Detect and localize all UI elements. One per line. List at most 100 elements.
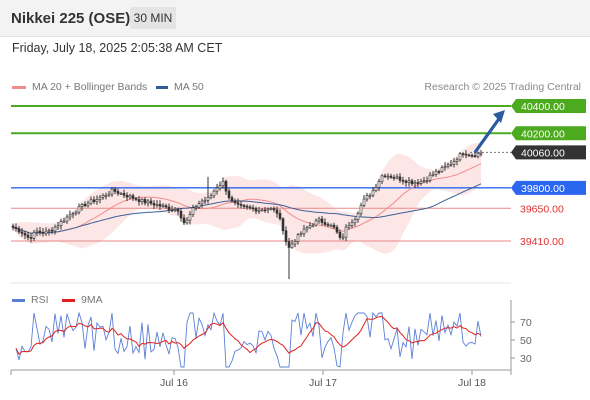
candle: [413, 179, 417, 188]
candle: [95, 195, 99, 205]
candle: [353, 217, 357, 227]
candle: [347, 221, 351, 230]
candle: [386, 173, 390, 181]
candle: [218, 181, 222, 191]
candle: [179, 208, 183, 222]
level-39650-00-label: 39650.00: [520, 203, 564, 215]
candle: [470, 153, 474, 158]
x-tick-jul-16: Jul 16: [160, 377, 188, 389]
candle: [404, 179, 408, 187]
candle: [467, 153, 471, 157]
candle: [74, 210, 78, 216]
candle: [251, 204, 255, 212]
legend-ma20: MA 20 + Bollinger Bands: [12, 81, 147, 93]
candle: [230, 195, 234, 203]
candle: [437, 169, 441, 175]
candle: [320, 215, 324, 226]
rsi-label: RSI: [31, 294, 49, 306]
ma50-label: MA 50: [174, 81, 204, 93]
candle: [167, 203, 171, 214]
candle: [326, 222, 330, 227]
candle: [173, 207, 177, 213]
candle: [479, 150, 483, 157]
level-40060-00-label: 40060.00: [521, 147, 565, 159]
candle: [359, 202, 363, 217]
candle: [284, 226, 288, 246]
candle: [314, 218, 318, 227]
interval-button[interactable]: 30 MIN: [130, 7, 176, 29]
candle: [71, 211, 75, 219]
candle: [257, 207, 261, 215]
candle: [197, 200, 201, 210]
candle: [317, 216, 321, 224]
candle: [350, 219, 354, 229]
candle: [239, 201, 243, 209]
credit-text: Research © 2025 Trading Central: [424, 81, 581, 93]
candle: [89, 196, 93, 206]
candle: [194, 204, 198, 211]
candle: [77, 203, 81, 215]
candle: [290, 239, 294, 249]
candle: [107, 191, 111, 197]
candle: [227, 188, 231, 200]
candle: [440, 165, 444, 173]
candle: [20, 227, 24, 237]
candle: [302, 224, 306, 237]
level-40200-00-tag: [511, 126, 586, 141]
candle: [449, 160, 453, 167]
chart-header: Nikkei 225 (OSE) 30 MIN: [0, 0, 590, 37]
ma20-label: MA 20 + Bollinger Bands: [32, 81, 148, 93]
x-tick-jul-18: Jul 18: [458, 377, 486, 389]
candle: [80, 202, 84, 211]
rsi-tick-50: 50: [520, 335, 532, 347]
candle: [26, 231, 30, 241]
candle: [287, 237, 291, 280]
candle: [263, 206, 267, 213]
ma20-line: [12, 163, 482, 234]
candle: [365, 192, 369, 202]
level-40060-00-tag: [511, 145, 586, 160]
candle: [224, 179, 228, 196]
candle: [425, 176, 429, 184]
candle: [464, 150, 468, 159]
candle: [410, 178, 414, 187]
candle: [92, 196, 96, 204]
candle: [68, 210, 72, 221]
candle: [128, 193, 132, 200]
level-39800-00-label: 39800.00: [521, 183, 565, 195]
candle: [266, 207, 270, 214]
ma9-label: 9MA: [81, 294, 103, 306]
rsi-ma9-line: [15, 315, 482, 355]
candle: [182, 214, 186, 226]
legend-9ma: 9MA: [62, 294, 103, 306]
candle: [248, 204, 252, 210]
level-39800-00-tag: [511, 180, 586, 195]
candle: [110, 187, 114, 197]
candle: [206, 176, 210, 204]
candle: [281, 217, 285, 235]
candle: [233, 198, 237, 206]
candle: [62, 217, 66, 223]
candle: [362, 195, 366, 208]
candle: [269, 206, 273, 211]
candle: [305, 225, 309, 233]
candle: [176, 207, 180, 216]
candle: [86, 200, 90, 208]
candle: [338, 229, 342, 240]
candle: [323, 218, 327, 227]
candle: [47, 228, 51, 236]
candle: [383, 173, 387, 178]
candle: [431, 171, 435, 177]
candle: [113, 186, 117, 195]
candle: [461, 152, 465, 158]
candle: [419, 178, 423, 186]
candle: [11, 223, 15, 231]
instrument-title: Nikkei 225 (OSE): [11, 10, 131, 27]
rsi-line: [15, 311, 482, 368]
candle: [143, 197, 147, 206]
candle: [377, 178, 381, 192]
candle: [38, 226, 42, 236]
candle: [443, 162, 447, 171]
rsi-swatch: [12, 298, 25, 302]
